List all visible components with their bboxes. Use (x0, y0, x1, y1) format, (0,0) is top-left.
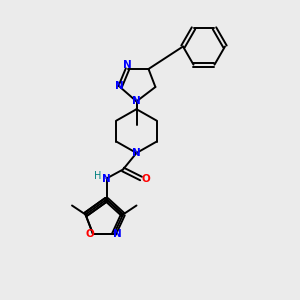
Text: N: N (132, 96, 141, 106)
Text: O: O (85, 229, 94, 239)
Text: N: N (113, 229, 122, 239)
Text: N: N (115, 80, 124, 91)
Text: N: N (123, 60, 132, 70)
Text: N: N (102, 173, 111, 184)
Text: O: O (141, 173, 150, 184)
Text: N: N (132, 148, 141, 158)
Text: H: H (94, 171, 102, 182)
